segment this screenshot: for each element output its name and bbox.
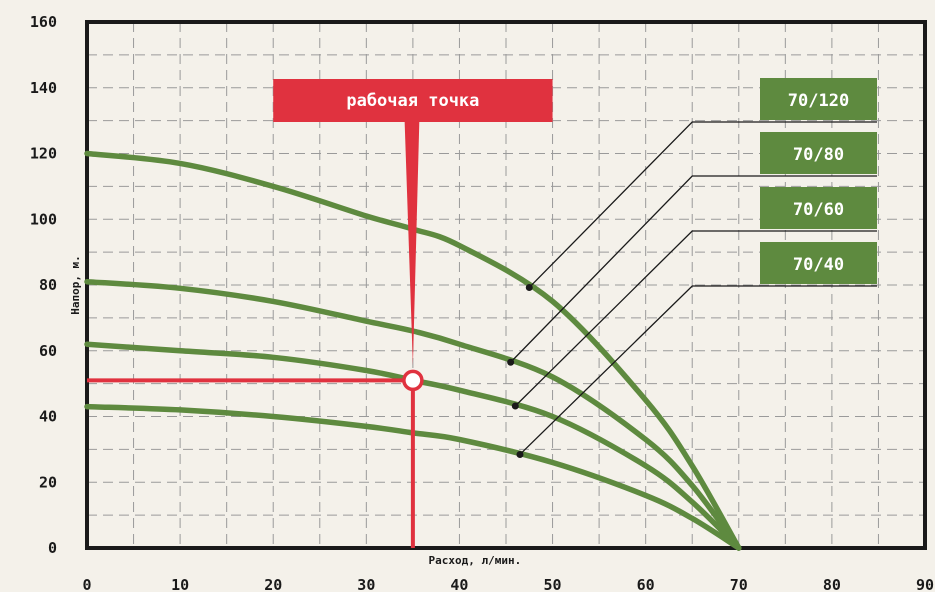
curves [84, 150, 742, 551]
leader-dot [516, 450, 524, 458]
working-point-pointer [404, 118, 420, 366]
x-tick-label: 90 [916, 576, 934, 592]
curve-70-80 [84, 278, 742, 551]
y-axis-title: Напор, м. [69, 255, 82, 315]
x-tick-label: 80 [823, 576, 841, 592]
x-tick-label: 40 [450, 576, 468, 592]
series-label-text: 70/80 [793, 145, 844, 165]
x-tick-label: 20 [264, 576, 282, 592]
y-tick-label: 140 [30, 79, 57, 97]
x-tick-label: 60 [637, 576, 655, 592]
x-tick-label: 10 [171, 576, 189, 592]
x-tick-label: 30 [357, 576, 375, 592]
x-tick-label: 0 [82, 576, 91, 592]
x-tick-label: 70 [730, 576, 748, 592]
working-point-label: рабочая точка [346, 91, 479, 111]
series-label-box [760, 132, 877, 174]
y-tick-label: 100 [30, 210, 57, 228]
series-label-text: 70/60 [793, 200, 844, 220]
series-label-box [760, 242, 877, 284]
leader-dot [525, 283, 533, 291]
y-tick-label: 60 [39, 342, 57, 360]
y-tick-label: 160 [30, 13, 57, 31]
y-tick-label: 0 [48, 539, 57, 557]
curve-70-120 [84, 150, 742, 551]
working-point: рабочая точка [87, 79, 553, 548]
working-point-marker [402, 369, 424, 392]
curve-70-40 [84, 403, 742, 551]
plot-frame [85, 20, 927, 550]
leader-line [519, 285, 877, 455]
axes: 0 10 20 30 40 50 60 70 80 90 0 20 40 60 80 100 120 140 160 [30, 13, 934, 592]
series-label-text: 70/120 [788, 91, 849, 111]
working-point-label-box [273, 79, 553, 122]
curve-70-60 [84, 341, 742, 551]
y-tick-label: 20 [39, 473, 57, 491]
series-label-box [760, 187, 877, 229]
leader-line [528, 121, 877, 288]
y-tick-label: 80 [39, 276, 57, 294]
series-label-text: 70/40 [793, 255, 844, 275]
leader-line [514, 230, 877, 407]
x-axis-title: Расход, л/мин. [429, 554, 522, 567]
series-labels: 70/120 70/80 70/60 70/40 [507, 78, 877, 458]
x-tick-label: 50 [544, 576, 562, 592]
leader-line [510, 175, 877, 363]
y-tick-label: 120 [30, 145, 57, 163]
series-label-box [760, 78, 877, 120]
y-tick-label: 40 [39, 408, 57, 426]
leader-dot [507, 358, 515, 366]
leader-dot [511, 402, 519, 410]
